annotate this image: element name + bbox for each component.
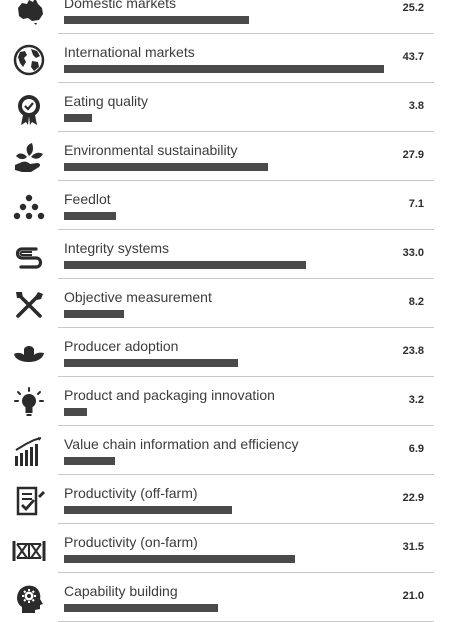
value-label: 7.1 <box>408 198 424 210</box>
row-divider <box>58 180 434 181</box>
row-divider <box>58 82 434 83</box>
feedlot-dots-icon <box>8 189 50 225</box>
category-label: Eating quality <box>64 93 149 109</box>
hand-with-leaves-icon <box>8 140 50 176</box>
value-label: 25.2 <box>402 2 424 14</box>
value-bar <box>64 114 92 122</box>
value-bar <box>64 457 115 465</box>
value-bar <box>64 65 384 73</box>
row-divider <box>58 474 434 475</box>
value-bar <box>64 261 306 269</box>
value-label: 33.0 <box>402 247 424 259</box>
value-bar <box>64 16 249 24</box>
category-label: Integrity systems <box>64 240 170 256</box>
row-divider <box>58 33 434 34</box>
chart-row: Eating quality 3.8 <box>0 83 454 132</box>
category-label: Feedlot <box>64 191 111 207</box>
chart-row: Product and packaging innovation 3.2 <box>0 377 454 426</box>
value-label: 21.0 <box>402 590 424 602</box>
integrity-loop-icon <box>8 238 50 274</box>
value-label: 8.2 <box>408 296 424 308</box>
chart-row: Producer adoption 23.8 <box>0 328 454 377</box>
value-bar <box>64 310 124 318</box>
category-label: International markets <box>64 44 195 60</box>
globe-icon <box>8 42 50 78</box>
value-bar <box>64 359 238 367</box>
category-label: Domestic markets <box>64 0 177 11</box>
value-label: 43.7 <box>402 51 424 63</box>
category-label: Product and packaging innovation <box>64 387 275 403</box>
row-divider <box>58 278 434 279</box>
row-divider <box>58 327 434 328</box>
value-label: 3.8 <box>408 100 424 112</box>
value-label: 31.5 <box>402 541 424 553</box>
row-divider <box>58 523 434 524</box>
row-divider <box>58 131 434 132</box>
row-divider <box>58 376 434 377</box>
category-label: Objective measurement <box>64 289 212 305</box>
value-bar <box>64 555 295 563</box>
category-label: Producer adoption <box>64 338 179 354</box>
value-label: 3.2 <box>408 394 424 406</box>
australia-map-icon <box>8 0 50 29</box>
chart-row: Capability building 21.0 <box>0 573 454 622</box>
chart-row: International markets 43.7 <box>0 34 454 83</box>
value-label: 23.8 <box>402 345 424 357</box>
head-gear-icon <box>8 581 50 617</box>
clipboard-check-icon <box>8 483 50 519</box>
category-label: Capability building <box>64 583 178 599</box>
row-divider <box>58 572 434 573</box>
crossed-tools-icon <box>8 287 50 323</box>
farm-gate-icon <box>8 532 50 568</box>
chart-row: Productivity (on-farm) 31.5 <box>0 524 454 573</box>
chart-row: Feedlot 7.1 <box>0 181 454 230</box>
value-label: 6.9 <box>408 443 424 455</box>
chart-row: Environmental sustainability 27.9 <box>0 132 454 181</box>
row-divider <box>58 425 434 426</box>
category-label: Environmental sustainability <box>64 142 238 158</box>
value-bar <box>64 163 268 171</box>
value-label: 22.9 <box>402 492 424 504</box>
bar-growth-icon <box>8 434 50 470</box>
chart-row: Objective measurement 8.2 <box>0 279 454 328</box>
lightbulb-icon <box>8 385 50 421</box>
producer-hat-icon <box>8 336 50 372</box>
quality-award-icon <box>8 91 50 127</box>
chart-row: Domestic markets 25.2 <box>0 0 454 34</box>
row-divider <box>58 229 434 230</box>
chart-row: Value chain information and efficiency 6.… <box>0 426 454 475</box>
value-bar <box>64 604 218 612</box>
category-label: Productivity (on-farm) <box>64 534 198 550</box>
value-bar <box>64 506 232 514</box>
value-bar <box>64 408 87 416</box>
chart-row: Integrity systems 33.0 <box>0 230 454 279</box>
category-label: Productivity (off-farm) <box>64 485 198 501</box>
chart-row: Productivity (off-farm) 22.9 <box>0 475 454 524</box>
value-label: 27.9 <box>402 149 424 161</box>
value-bar <box>64 212 116 220</box>
category-label: Value chain information and efficiency <box>64 436 299 452</box>
